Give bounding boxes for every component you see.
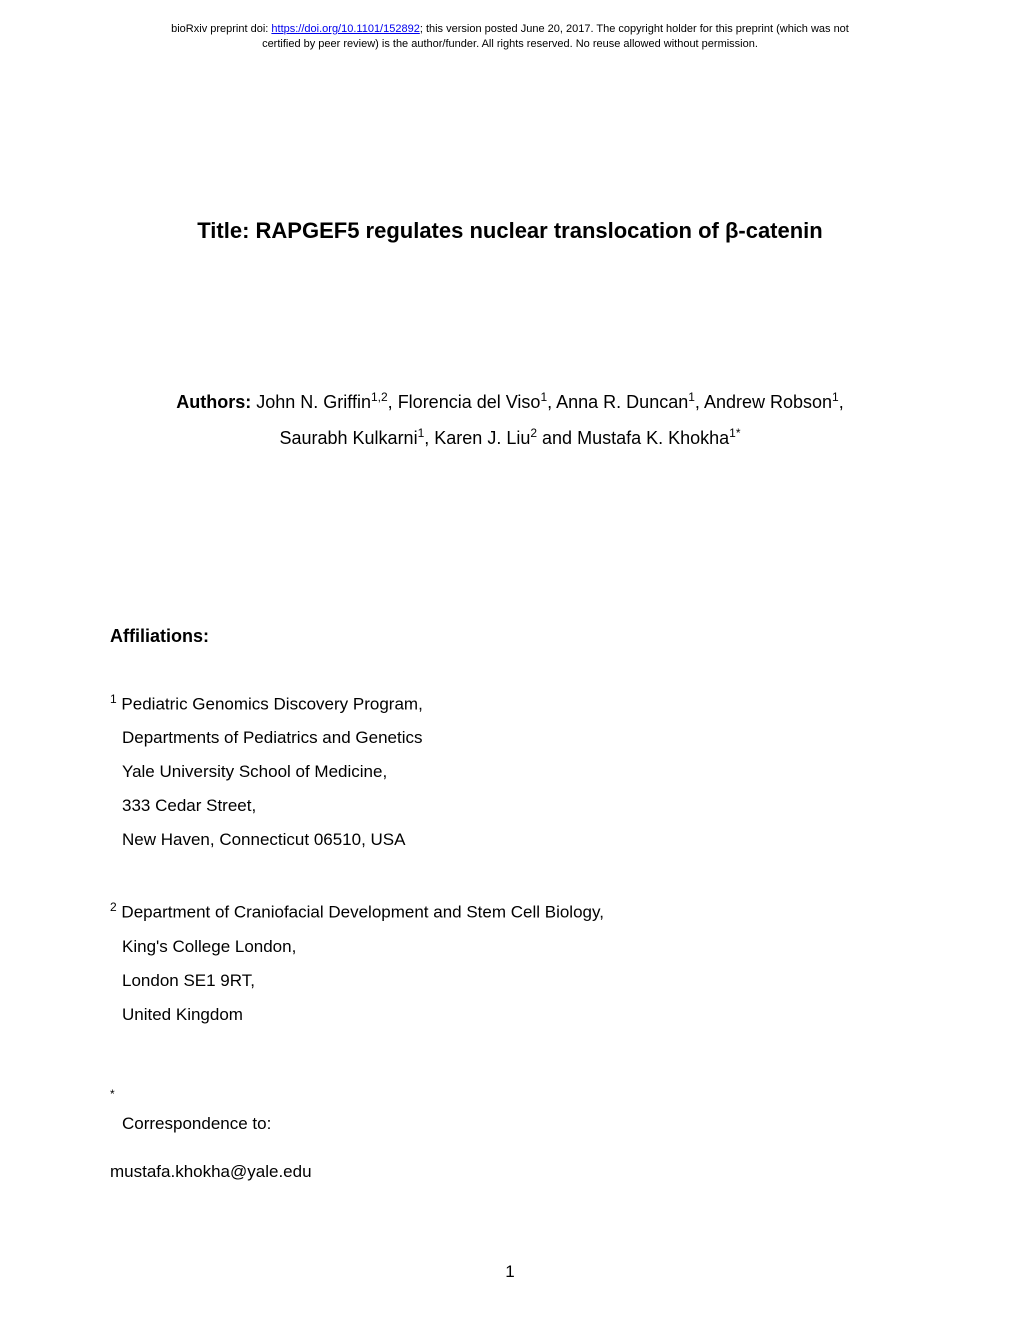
author-sep: ,: [695, 392, 704, 412]
preprint-line1-prefix: bioRxiv preprint doi:: [171, 23, 271, 35]
author-sep: ,: [424, 428, 434, 448]
paper-title: Title: RAPGEF5 regulates nuclear translo…: [110, 218, 910, 244]
page-content: Title: RAPGEF5 regulates nuclear translo…: [0, 53, 1020, 1182]
correspondence-asterisk: *: [110, 1087, 115, 1101]
page-number: 1: [0, 1262, 1020, 1282]
author-name: Mustafa K. Khokha: [577, 428, 729, 448]
affiliation-line: Pediatric Genomics Discovery Program,: [121, 694, 422, 713]
preprint-line2: certified by peer review) is the author/…: [262, 38, 758, 50]
author-sep: ,: [388, 392, 398, 412]
preprint-header: bioRxiv preprint doi: https://doi.org/10…: [0, 0, 1020, 53]
affiliation-line: London SE1 9RT,: [110, 964, 910, 998]
author-sup: 1,2: [371, 390, 388, 404]
affiliation-line: 333 Cedar Street,: [110, 789, 910, 823]
preprint-line1-suffix: ; this version posted June 20, 2017. The…: [420, 23, 849, 35]
author-sup: 1: [832, 390, 839, 404]
author-name: Florencia del Viso: [398, 392, 541, 412]
authors-label: Authors:: [176, 392, 256, 412]
affiliation-line: King's College London,: [110, 930, 910, 964]
correspondence-email: mustafa.khokha@yale.edu: [110, 1162, 910, 1182]
author-name: Anna R. Duncan: [556, 392, 688, 412]
affiliation-sup: 1: [110, 692, 117, 706]
affiliation-line: New Haven, Connecticut 06510, USA: [110, 823, 910, 857]
affiliation-sup: 2: [110, 900, 117, 914]
author-sep: ,: [547, 392, 556, 412]
affiliation-line: United Kingdom: [110, 998, 910, 1032]
author-name: John N. Griffin: [256, 392, 371, 412]
author-sup: 1*: [729, 426, 740, 440]
doi-link[interactable]: https://doi.org/10.1101/152892: [271, 23, 419, 35]
affiliations-label: Affiliations:: [110, 626, 910, 647]
author-sep: and: [537, 428, 577, 448]
author-sup: 1: [688, 390, 695, 404]
author-name: Karen J. Liu: [434, 428, 530, 448]
affiliation-1: 1 Pediatric Genomics Discovery Program, …: [110, 687, 910, 858]
affiliation-line: Departments of Pediatrics and Genetics: [110, 721, 910, 755]
author-name: Andrew Robson: [704, 392, 832, 412]
author-name: Saurabh Kulkarni: [279, 428, 417, 448]
authors-block: Authors: John N. Griffin1,2, Florencia d…: [110, 384, 910, 456]
correspondence-label: Correspondence to:: [110, 1114, 271, 1133]
affiliation-line: Yale University School of Medicine,: [110, 755, 910, 789]
correspondence-block: * Correspondence to: mustafa.khokha@yale…: [110, 1087, 910, 1182]
author-sep: ,: [839, 392, 844, 412]
affiliation-line: Department of Craniofacial Development a…: [121, 903, 604, 922]
affiliation-2: 2 Department of Craniofacial Development…: [110, 895, 910, 1032]
